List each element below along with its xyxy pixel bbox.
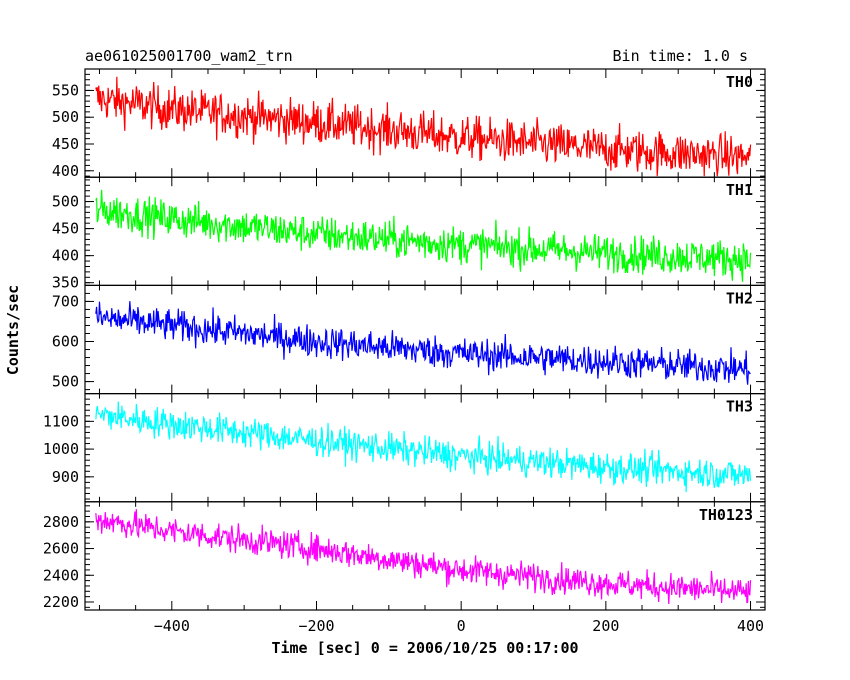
- panel-label-th0123: TH0123: [699, 506, 753, 524]
- x-tick-label: −400: [154, 617, 190, 635]
- y-tick-label: 400: [52, 162, 79, 180]
- y-tick-label: 450: [52, 135, 79, 153]
- y-tick-label: 500: [52, 108, 79, 126]
- bin-time-label: Bin time: 1.0 s: [613, 47, 748, 65]
- series-line-th2: [95, 301, 751, 385]
- series-line-th0123: [95, 509, 752, 605]
- y-tick-label: 1100: [43, 412, 79, 430]
- y-tick-label: 550: [52, 81, 79, 99]
- x-tick-label: 200: [592, 617, 619, 635]
- y-tick-label: 500: [52, 373, 79, 391]
- x-tick-label: 0: [457, 617, 466, 635]
- y-tick-label: 400: [52, 247, 79, 265]
- series-line-th3: [95, 401, 752, 493]
- x-tick-label: −200: [298, 617, 334, 635]
- panel-label-th3: TH3: [726, 398, 753, 416]
- y-tick-label: 700: [52, 292, 79, 310]
- panel-frame-th2: [84, 284, 766, 395]
- panel-label-th1: TH1: [726, 181, 753, 199]
- panel-label-th0: TH0: [726, 73, 753, 91]
- y-axis-title: Counts/sec: [4, 285, 22, 375]
- y-tick-label: 2400: [43, 566, 79, 584]
- panel-frame-th0: [84, 68, 766, 178]
- y-tick-label: 600: [52, 333, 79, 351]
- series-line-th1: [95, 189, 752, 282]
- y-tick-label: 450: [52, 220, 79, 238]
- y-tick-label: 2600: [43, 540, 79, 558]
- panel-frame-th0123: [84, 501, 766, 611]
- y-tick-label: 350: [52, 274, 79, 292]
- y-tick-label: 900: [52, 468, 79, 486]
- series-line-th0: [95, 76, 752, 177]
- chart-title: ae061025001700_wam2_trn: [85, 47, 293, 65]
- panels-group: TH0 400 450 500 550 TH1 350 400 450 500 TH2 500 600 7…: [43, 68, 766, 635]
- y-tick-label: 2200: [43, 593, 79, 611]
- y-tick-label: 500: [52, 193, 79, 211]
- x-tick-label: 400: [737, 617, 764, 635]
- x-axis-title: Time [sec] 0 = 2006/10/25 00:17:00: [271, 639, 578, 657]
- panel-label-th2: TH2: [726, 289, 753, 307]
- y-tick-label: 1000: [43, 440, 79, 458]
- y-tick-label: 2800: [43, 513, 79, 531]
